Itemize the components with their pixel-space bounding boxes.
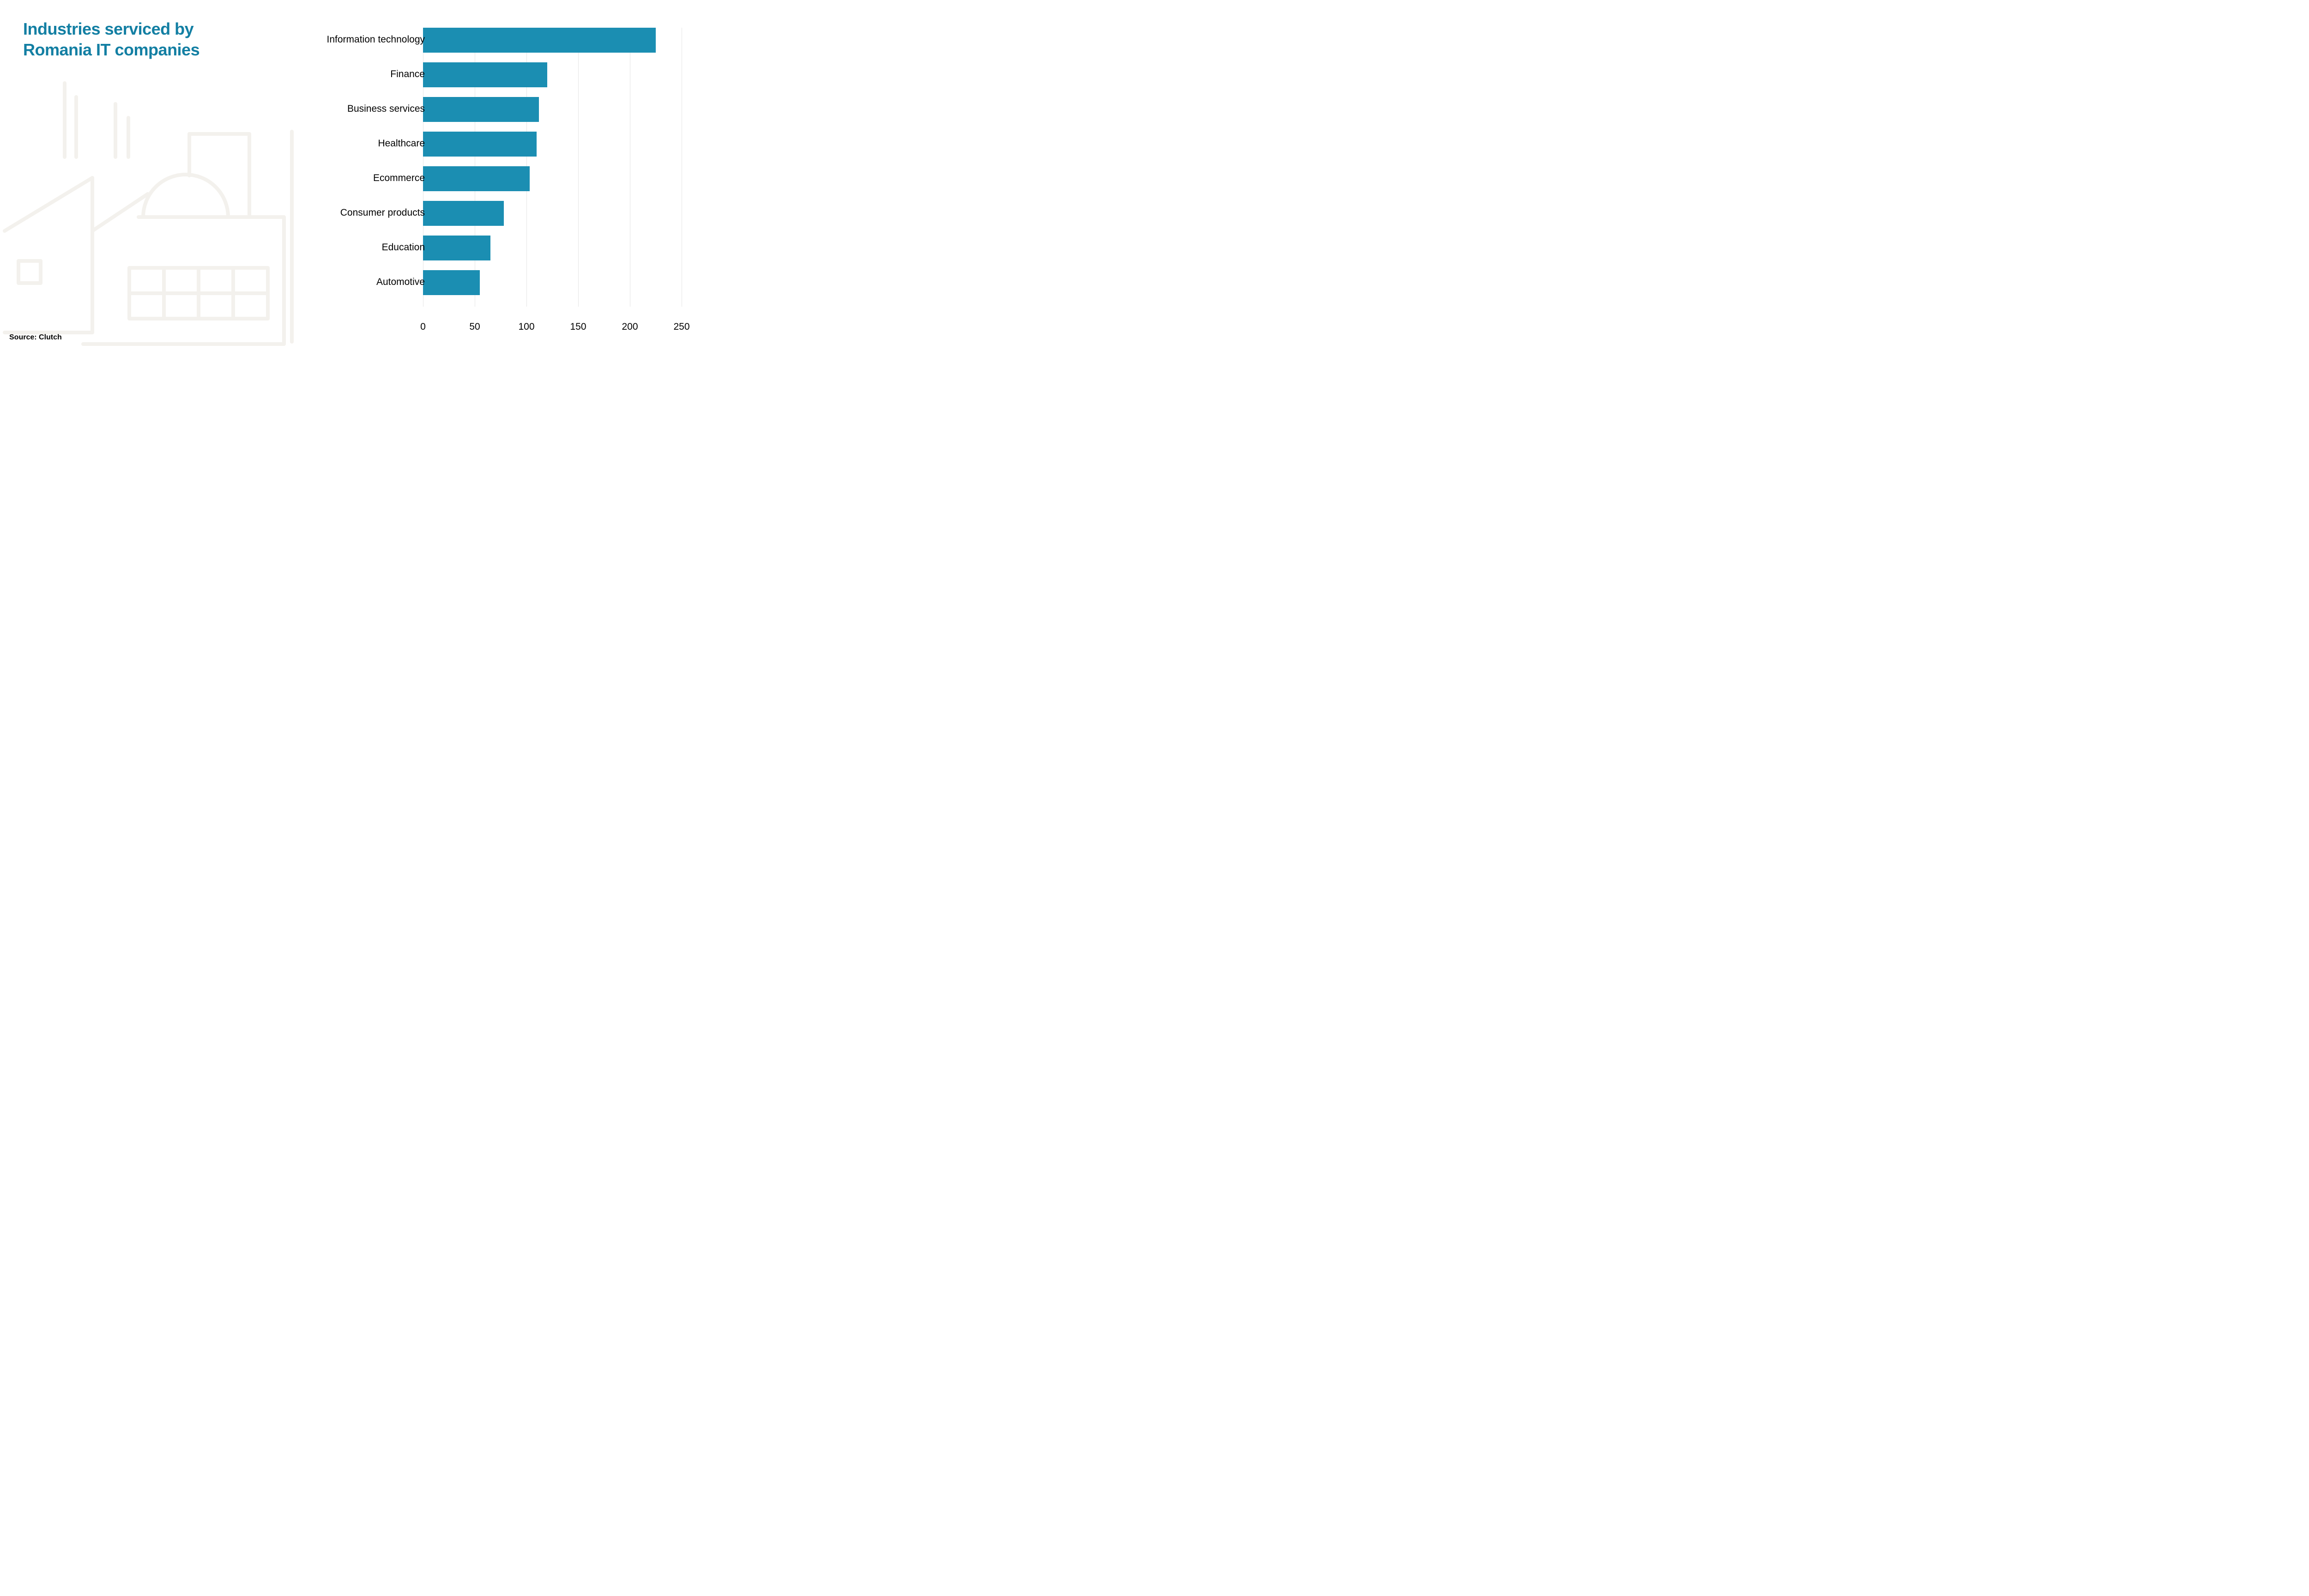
bar-chart: 0 50 100 150 200 250 Information technology Fin… — [321, 28, 691, 342]
x-axis-tick: 150 — [570, 321, 586, 332]
x-axis-tick: 200 — [622, 321, 638, 332]
category-label: Ecommerce — [323, 173, 425, 184]
x-axis-tick: 100 — [518, 321, 534, 332]
x-axis-tick: 0 — [420, 321, 426, 332]
bar — [423, 201, 504, 226]
category-label: Business services — [323, 103, 425, 115]
bar — [423, 236, 490, 260]
chart-container: Industries serviced by Romania IT compan… — [0, 0, 709, 355]
plot-area — [423, 28, 682, 319]
category-label: Information technology — [323, 34, 425, 45]
category-label: Healthcare — [323, 138, 425, 149]
x-axis-tick: 50 — [469, 321, 480, 332]
category-label: Education — [323, 242, 425, 253]
bar — [423, 132, 537, 157]
bar — [423, 28, 656, 53]
gridline — [578, 28, 579, 307]
bar — [423, 97, 539, 122]
bar — [423, 62, 547, 87]
bar — [423, 270, 480, 295]
category-label: Consumer products — [323, 207, 425, 218]
x-axis-tick: 250 — [673, 321, 689, 332]
factory-decoration-icon — [0, 74, 314, 351]
bar — [423, 166, 530, 191]
chart-title: Industries serviced by Romania IT compan… — [23, 18, 199, 60]
category-label: Automotive — [323, 277, 425, 288]
category-label: Finance — [323, 69, 425, 80]
source-attribution: Source: Clutch — [9, 333, 62, 342]
title-line-2: Romania IT companies — [23, 40, 199, 59]
title-line-1: Industries serviced by — [23, 19, 193, 38]
